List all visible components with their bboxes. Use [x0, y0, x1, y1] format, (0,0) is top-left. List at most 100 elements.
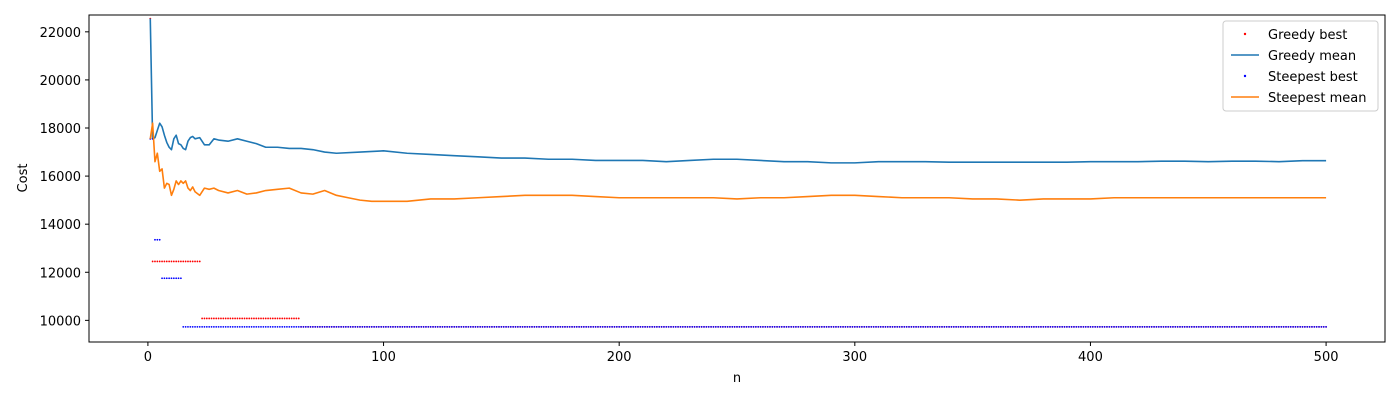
data-point: [1089, 325, 1092, 328]
x-axis-label: n: [733, 371, 741, 386]
data-point: [194, 260, 196, 263]
data-point: [1082, 325, 1085, 328]
data-point: [311, 325, 314, 328]
data-point: [759, 325, 762, 328]
data-point: [971, 325, 974, 328]
data-point: [1176, 325, 1179, 328]
data-point: [483, 325, 486, 328]
data-point: [703, 325, 705, 328]
data-point: [443, 325, 446, 328]
data-point: [764, 325, 767, 328]
data-point: [283, 317, 286, 320]
data-point: [276, 317, 279, 320]
data-point: [983, 325, 986, 328]
data-point: [262, 317, 265, 320]
data-point: [938, 325, 941, 328]
data-point: [1202, 325, 1205, 328]
data-point: [632, 325, 635, 328]
data-point: [1301, 325, 1304, 328]
data-point: [502, 325, 505, 328]
data-point: [1016, 325, 1019, 328]
data-point: [1065, 325, 1068, 328]
data-point: [889, 325, 892, 328]
data-point: [1320, 325, 1323, 328]
data-point: [203, 325, 206, 328]
data-point: [1230, 325, 1233, 328]
data-point: [1313, 325, 1316, 328]
data-point: [224, 325, 227, 328]
data-point: [1051, 325, 1054, 328]
data-point: [278, 317, 281, 320]
data-point: [293, 325, 295, 328]
data-point: [220, 325, 222, 328]
data-point: [224, 317, 227, 320]
data-point: [658, 325, 661, 328]
data-point: [667, 325, 670, 328]
data-point: [936, 325, 939, 328]
data-point: [1315, 325, 1318, 328]
data-point: [198, 260, 201, 263]
data-point: [849, 325, 852, 328]
legend-box: [1222, 20, 1379, 112]
data-point: [566, 325, 569, 328]
data-point: [1143, 325, 1146, 328]
data-point: [646, 325, 649, 328]
data-point: [1235, 325, 1238, 328]
data-point: [201, 325, 204, 328]
data-point: [1160, 325, 1163, 328]
data-point: [1120, 325, 1122, 328]
data-point: [1035, 325, 1038, 328]
data-point: [476, 325, 479, 328]
data-point: [161, 277, 163, 280]
axes-frame: [88, 14, 1386, 343]
data-point: [509, 325, 512, 328]
data-point: [290, 317, 293, 320]
data-point: [212, 325, 215, 328]
data-point: [582, 325, 585, 328]
data-point: [1070, 325, 1073, 328]
data-point: [877, 325, 880, 328]
data-point: [655, 325, 658, 328]
data-point: [552, 325, 555, 328]
data-point: [172, 260, 175, 263]
legend-label: Greedy mean: [1268, 49, 1356, 64]
data-point: [189, 325, 192, 328]
data-point: [863, 325, 866, 328]
data-point: [217, 317, 220, 320]
data-point: [194, 325, 196, 328]
data-point: [326, 325, 328, 328]
data-point: [1004, 325, 1007, 328]
data-point: [267, 325, 269, 328]
data-point: [1134, 325, 1137, 328]
data-point: [1247, 325, 1250, 328]
data-point: [1042, 325, 1045, 328]
data-point: [469, 325, 472, 328]
data-point: [439, 325, 441, 328]
data-point: [1322, 325, 1325, 328]
data-point: [408, 325, 411, 328]
data-point: [1212, 325, 1214, 328]
data-point: [307, 325, 310, 328]
data-point: [1270, 325, 1273, 328]
data-point: [441, 325, 444, 328]
data-point: [1311, 325, 1313, 328]
data-point: [377, 325, 380, 328]
y-tick-label: 16000: [40, 170, 81, 185]
data-point: [1249, 325, 1252, 328]
data-point: [1153, 325, 1155, 328]
data-point: [321, 325, 324, 328]
data-point: [1002, 325, 1005, 328]
data-point: [1098, 325, 1101, 328]
data-point: [1087, 325, 1089, 328]
data-point: [736, 325, 738, 328]
data-point: [495, 325, 498, 328]
data-point: [964, 325, 967, 328]
data-point: [1021, 325, 1024, 328]
data-point: [1073, 325, 1075, 328]
data-point: [950, 325, 953, 328]
data-point: [879, 325, 882, 328]
data-point: [1181, 325, 1184, 328]
data-point: [1280, 325, 1283, 328]
data-point: [1014, 325, 1016, 328]
data-point: [705, 325, 708, 328]
